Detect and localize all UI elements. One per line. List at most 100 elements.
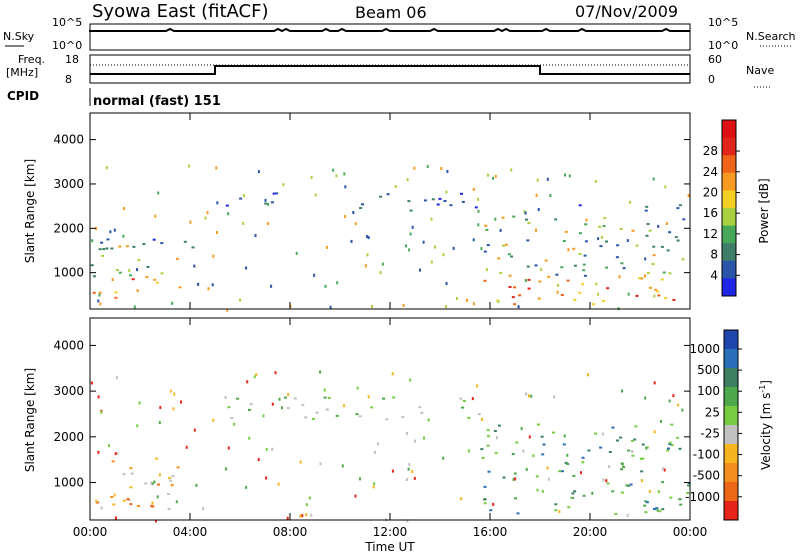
heatmap-cell	[359, 207, 363, 209]
heatmap-cell	[580, 471, 582, 475]
heatmap-cell	[270, 201, 274, 204]
heatmap-cell	[542, 443, 546, 446]
heatmap-cell	[668, 443, 672, 446]
heatmap-cell	[561, 470, 564, 473]
heatmap-cell	[248, 408, 251, 411]
colorbar-tick-label: 8	[710, 248, 718, 262]
heatmap-cell	[600, 235, 603, 239]
heatmap-cell	[657, 294, 661, 297]
heatmap-cell	[341, 464, 344, 468]
heatmap-cell	[344, 185, 347, 189]
heatmap-cell	[110, 247, 114, 250]
heatmap-cell	[605, 266, 609, 269]
heatmap-cell	[687, 194, 690, 197]
y-tick-label: 3000	[53, 384, 84, 398]
heatmap-cell	[113, 228, 116, 232]
colorbar-swatch	[722, 172, 736, 191]
heatmap-cell	[106, 238, 110, 241]
heatmap-cell	[644, 511, 648, 514]
power-colorbar: 4 8 12 16 20 24 28	[703, 119, 740, 297]
heatmap-cell	[157, 483, 161, 486]
heatmap-cell	[646, 223, 650, 225]
heatmap-cell	[536, 178, 539, 182]
heatmap-cell	[497, 300, 500, 304]
heatmap-cell	[631, 229, 635, 232]
heatmap-cell	[438, 197, 442, 200]
colorbar-swatch	[722, 190, 736, 209]
heatmap-cell	[633, 438, 637, 441]
heatmap-cell	[644, 257, 647, 261]
heatmap-cell	[649, 286, 652, 289]
heatmap-cell	[267, 202, 270, 206]
heatmap-cell	[332, 168, 335, 172]
y-tick-label: 2000	[53, 430, 84, 444]
heatmap-cell	[242, 194, 245, 198]
heatmap-cell	[643, 504, 647, 507]
heatmap-cell	[527, 394, 530, 398]
heatmap-cell	[401, 416, 405, 419]
heatmap-cell	[183, 240, 187, 243]
heatmap-cell	[459, 397, 463, 400]
heatmap-cell	[145, 276, 149, 279]
heatmap-cell	[359, 477, 361, 481]
heatmap-cell	[136, 268, 138, 272]
heatmap-cell	[494, 217, 497, 221]
cpid-label: CPID	[7, 89, 39, 103]
heatmap-cell	[301, 404, 305, 407]
heatmap-cell	[108, 444, 110, 448]
heatmap-cell	[554, 218, 558, 221]
heatmap-cell	[583, 274, 587, 277]
heatmap-cell	[343, 404, 345, 408]
heatmap-cell	[571, 492, 575, 495]
heatmap-cell	[674, 236, 678, 239]
colorbar-tick-label: 1000	[689, 342, 720, 356]
heatmap-cell	[411, 470, 414, 474]
colorbar-swatch	[724, 406, 738, 426]
heatmap-cell	[188, 164, 191, 168]
heatmap-cell	[158, 473, 161, 477]
heatmap-cell	[497, 424, 501, 427]
heatmap-cell	[95, 499, 98, 503]
colorbar-swatch	[724, 425, 738, 445]
heatmap-cell	[122, 207, 125, 210]
heatmap-cell	[530, 394, 533, 398]
heatmap-cell	[212, 254, 215, 258]
heatmap-cell	[627, 449, 631, 452]
heatmap-cell	[672, 298, 676, 301]
heatmap-cell	[572, 247, 576, 250]
heatmap-cell	[262, 414, 265, 418]
heatmap-cell	[622, 466, 626, 469]
heatmap-cell	[167, 493, 170, 495]
power-colorbar-label: Power [dB]	[757, 178, 771, 243]
heatmap-cell	[245, 266, 248, 270]
heatmap-cell	[486, 429, 490, 432]
heatmap-cell	[446, 170, 449, 173]
heatmap-cell	[287, 393, 290, 397]
nsearch-tick-bottom: 10^0	[708, 39, 738, 52]
heatmap-cell	[325, 408, 329, 411]
heatmap-cell	[254, 234, 257, 237]
heatmap-cell	[652, 177, 655, 181]
heatmap-cell	[461, 200, 465, 203]
heatmap-cell	[644, 396, 647, 400]
heatmap-cell	[486, 244, 490, 247]
heatmap-cell	[227, 406, 231, 409]
heatmap-cell	[578, 204, 582, 207]
heatmap-cell	[310, 176, 313, 179]
heatmap-cell	[480, 417, 483, 421]
heatmap-cell	[678, 204, 682, 207]
heatmap-cell	[619, 436, 623, 439]
heatmap-cell	[151, 505, 155, 508]
heatmap-cell	[142, 243, 146, 246]
heatmap-cell	[652, 245, 656, 248]
heatmap-cell	[155, 281, 159, 284]
heatmap-cell	[497, 257, 501, 260]
heatmap-cell	[274, 371, 277, 375]
colorbar-swatch	[724, 349, 738, 369]
heatmap-cell	[91, 239, 94, 243]
heatmap-cell	[640, 479, 643, 482]
heatmap-cell	[608, 451, 612, 453]
heatmap-cell	[562, 240, 566, 242]
heatmap-cell	[354, 494, 357, 498]
